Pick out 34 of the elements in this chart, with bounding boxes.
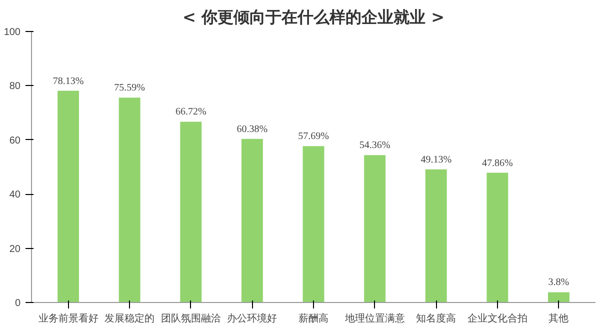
y-tick-label: 40	[9, 190, 21, 201]
x-tick-label: 发展稳定的	[104, 312, 155, 324]
data-label: 49.13%	[420, 154, 452, 166]
x-tick-label: 企业文化合拍	[467, 312, 528, 324]
bar	[118, 98, 140, 302]
bar	[364, 155, 386, 302]
y-tick-label: 0	[14, 298, 21, 309]
data-label: 3.8%	[548, 277, 570, 288]
bar	[486, 172, 508, 302]
data-label: 47.86%	[482, 158, 513, 169]
y-tick-label: 20	[9, 244, 21, 255]
data-label: 75.59%	[114, 82, 146, 94]
chart-title: < 你更倾向于在什么样的企业就业 >	[182, 8, 444, 26]
x-tick-label: 知名度高	[416, 312, 456, 324]
x-tick-label: 地理位置满意	[344, 312, 405, 324]
bar	[58, 90, 80, 302]
y-tick-label: 60	[9, 135, 21, 146]
data-label: 54.36%	[359, 140, 390, 152]
bar	[425, 169, 447, 302]
data-label: 78.13%	[52, 76, 84, 87]
bar	[548, 292, 570, 302]
data-label: 66.72%	[175, 106, 206, 118]
data-label: 57.69%	[298, 131, 329, 142]
bar	[241, 138, 263, 302]
bar	[180, 122, 202, 302]
x-tick-label: 其他	[548, 312, 569, 324]
data-label: 60.38%	[236, 124, 268, 135]
y-tick-label: 100	[4, 27, 21, 38]
x-tick-label: 业务前景看好	[38, 312, 98, 324]
x-tick-label: 办公环境好	[227, 312, 278, 324]
x-tick-label: 薪酬高	[298, 312, 328, 324]
x-tick-label: 团队氛围融洽	[160, 312, 221, 324]
bar	[302, 146, 324, 302]
y-tick-label: 80	[9, 81, 21, 92]
